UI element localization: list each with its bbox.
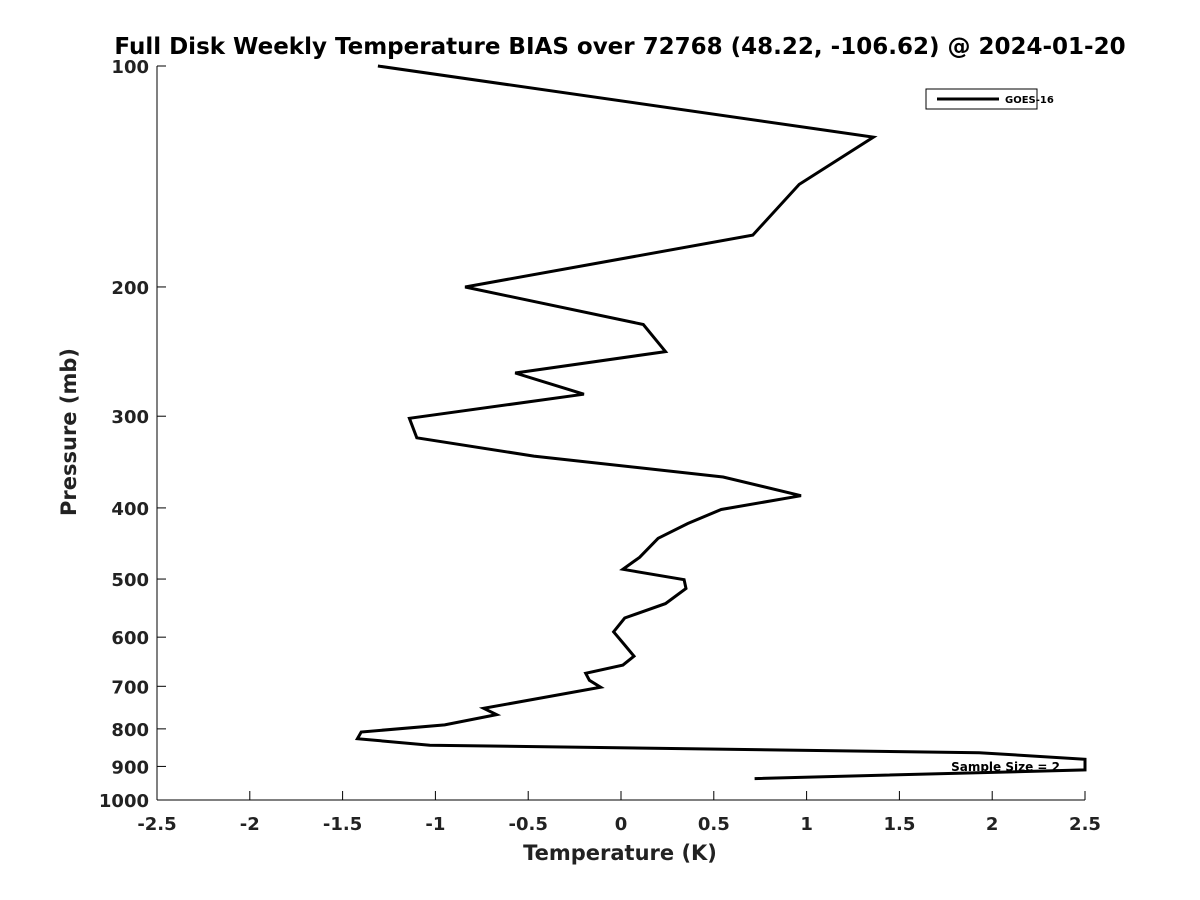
y-tick-label: 700	[111, 677, 149, 698]
y-axis-label: Pressure (mb)	[57, 348, 81, 516]
legend: GOES-16	[925, 88, 1054, 110]
axes: -2.5 -2 -1.5 -1 -0.5 0 0.5 1 1.5 2 2.5 100 200 300 400…	[99, 57, 1101, 835]
x-tick-label: -2	[240, 814, 260, 835]
y-tick-label: 1000	[99, 791, 149, 812]
x-axis-label: Temperature (K)	[523, 841, 717, 865]
x-tick-label: -1	[425, 814, 445, 835]
y-tick-label: 900	[111, 757, 149, 778]
x-tick-label: 2	[986, 814, 999, 835]
x-tick-label: 1.5	[883, 814, 915, 835]
x-tick-label: -2.5	[137, 814, 176, 835]
y-tick-label: 300	[111, 407, 149, 428]
series-line-goes-16	[354, 64, 1087, 781]
y-tick-label: 600	[111, 628, 149, 649]
sample-size-annotation: Sample Size = 2	[951, 760, 1060, 774]
x-tick-label: 1	[800, 814, 813, 835]
x-tick-label: 0.5	[698, 814, 730, 835]
y-tick-label: 100	[111, 57, 149, 78]
x-tick-label: -1.5	[323, 814, 362, 835]
x-tick-label: 2.5	[1069, 814, 1101, 835]
y-tick-label: 800	[111, 720, 149, 741]
y-tick-label: 200	[111, 278, 149, 299]
y-tick-label: 400	[111, 499, 149, 520]
y-tick-label: 500	[111, 570, 149, 591]
x-tick-label: -0.5	[509, 814, 548, 835]
series-group	[354, 64, 1087, 781]
chart-title: Full Disk Weekly Temperature BIAS over 7…	[114, 34, 1125, 60]
x-tick-label: 0	[615, 814, 628, 835]
legend-label-goes-16: GOES-16	[1005, 95, 1054, 106]
